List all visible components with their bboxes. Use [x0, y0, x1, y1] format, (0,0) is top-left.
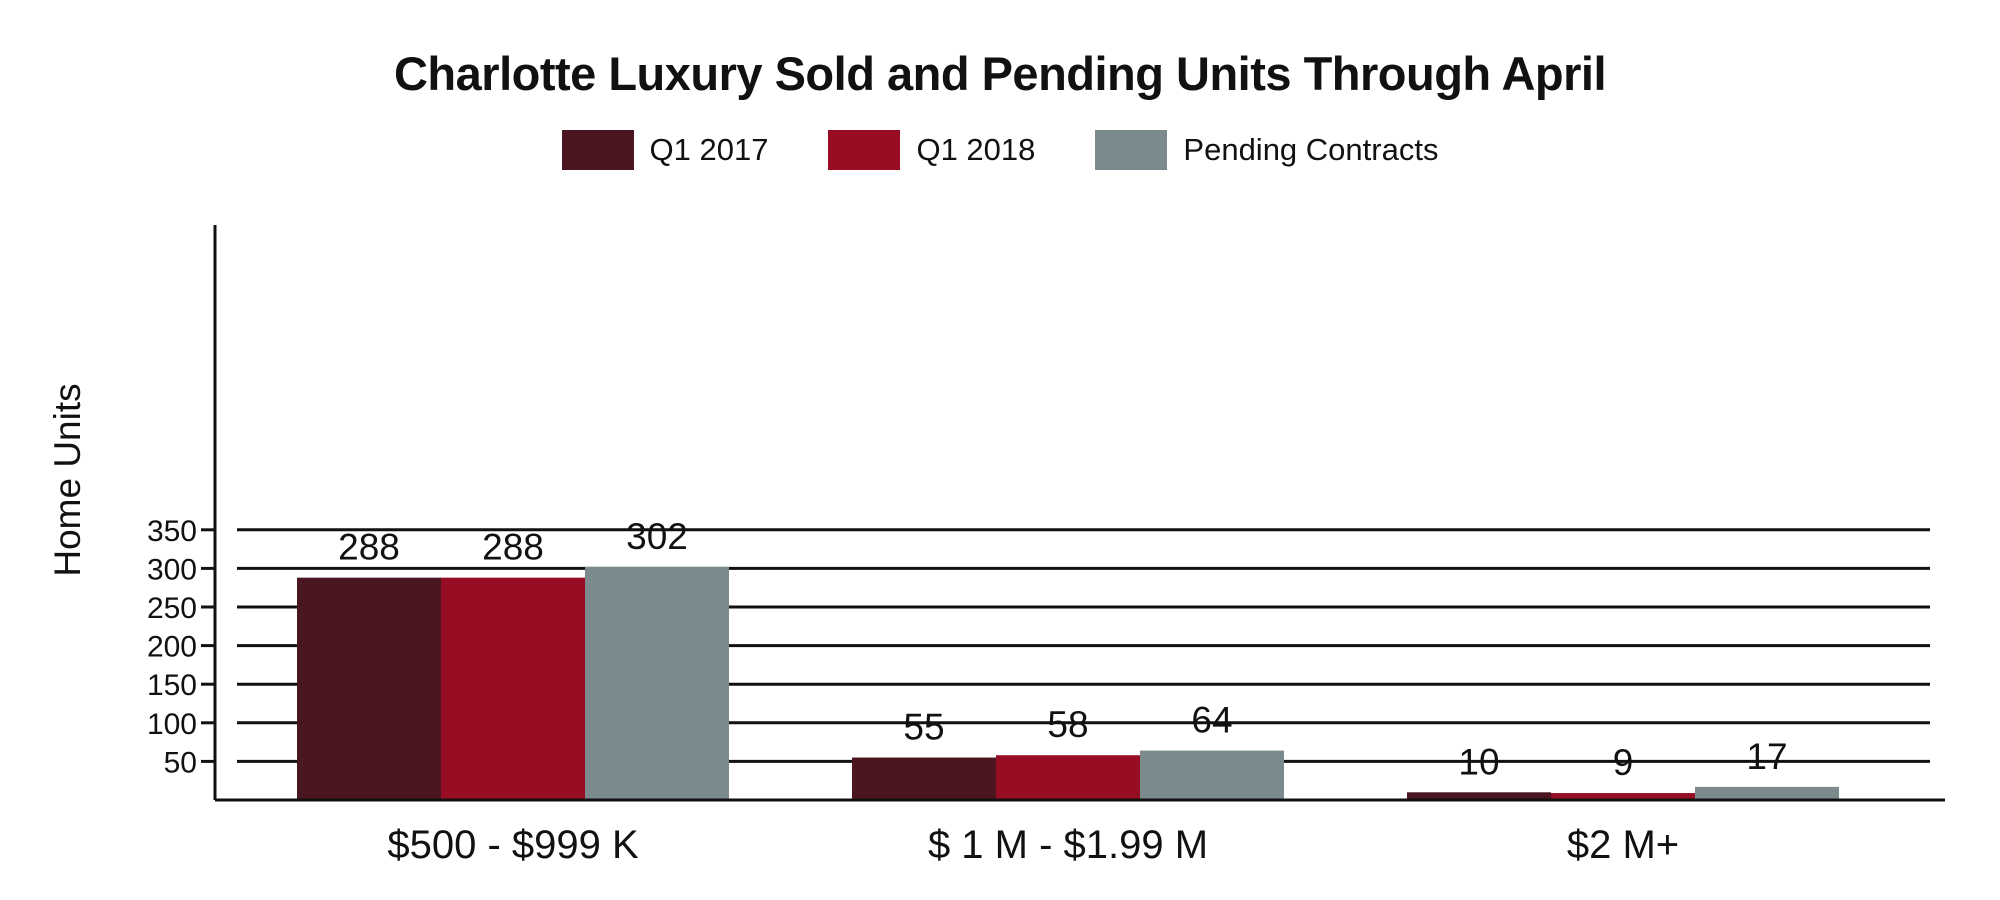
y-tick-label: 100: [147, 708, 197, 741]
y-tick-label: 200: [147, 631, 197, 664]
data-label: 288: [482, 527, 544, 568]
bar: [1140, 750, 1284, 800]
x-tick-label: $2 M+: [1567, 823, 1679, 867]
legend-label: Pending Contracts: [1183, 132, 1439, 167]
bar: [585, 566, 729, 800]
data-label: 302: [626, 516, 688, 557]
legend-label: Q1 2018: [916, 132, 1036, 167]
bar: [297, 577, 441, 800]
bar: [996, 755, 1140, 800]
y-tick-label: 50: [164, 746, 197, 779]
data-label: 10: [1458, 741, 1499, 782]
data-label: 17: [1746, 736, 1787, 777]
y-tick-label: 250: [147, 592, 197, 625]
legend-item: Pending Contracts: [1095, 130, 1438, 170]
y-tick-label: 300: [147, 553, 197, 586]
bar: [852, 757, 996, 800]
data-label: 55: [903, 707, 944, 748]
bar: [1551, 793, 1695, 800]
legend-item: Q1 2018: [828, 130, 1035, 170]
data-label: 9: [1613, 742, 1634, 783]
legend: Q1 2017 Q1 2018 Pending Contracts: [0, 130, 2000, 170]
legend-swatch: [1095, 130, 1168, 170]
bar: [1695, 786, 1839, 800]
chart-title: Charlotte Luxury Sold and Pending Units …: [393, 47, 1607, 100]
y-tick-label: 350: [147, 515, 197, 548]
data-label: 288: [338, 527, 400, 568]
x-tick-label: $ 1 M - $1.99 M: [928, 823, 1208, 867]
data-label: 58: [1047, 704, 1088, 745]
x-tick-label: $500 - $999 K: [387, 823, 639, 867]
data-label: 64: [1191, 700, 1232, 741]
legend-label: Q1 2017: [649, 132, 769, 167]
legend-swatch: [828, 130, 901, 170]
y-tick-label: 150: [147, 669, 197, 702]
legend-swatch: [561, 130, 634, 170]
legend-item: Q1 2017: [561, 130, 769, 170]
bar: [1407, 792, 1551, 800]
bar: [441, 577, 585, 800]
